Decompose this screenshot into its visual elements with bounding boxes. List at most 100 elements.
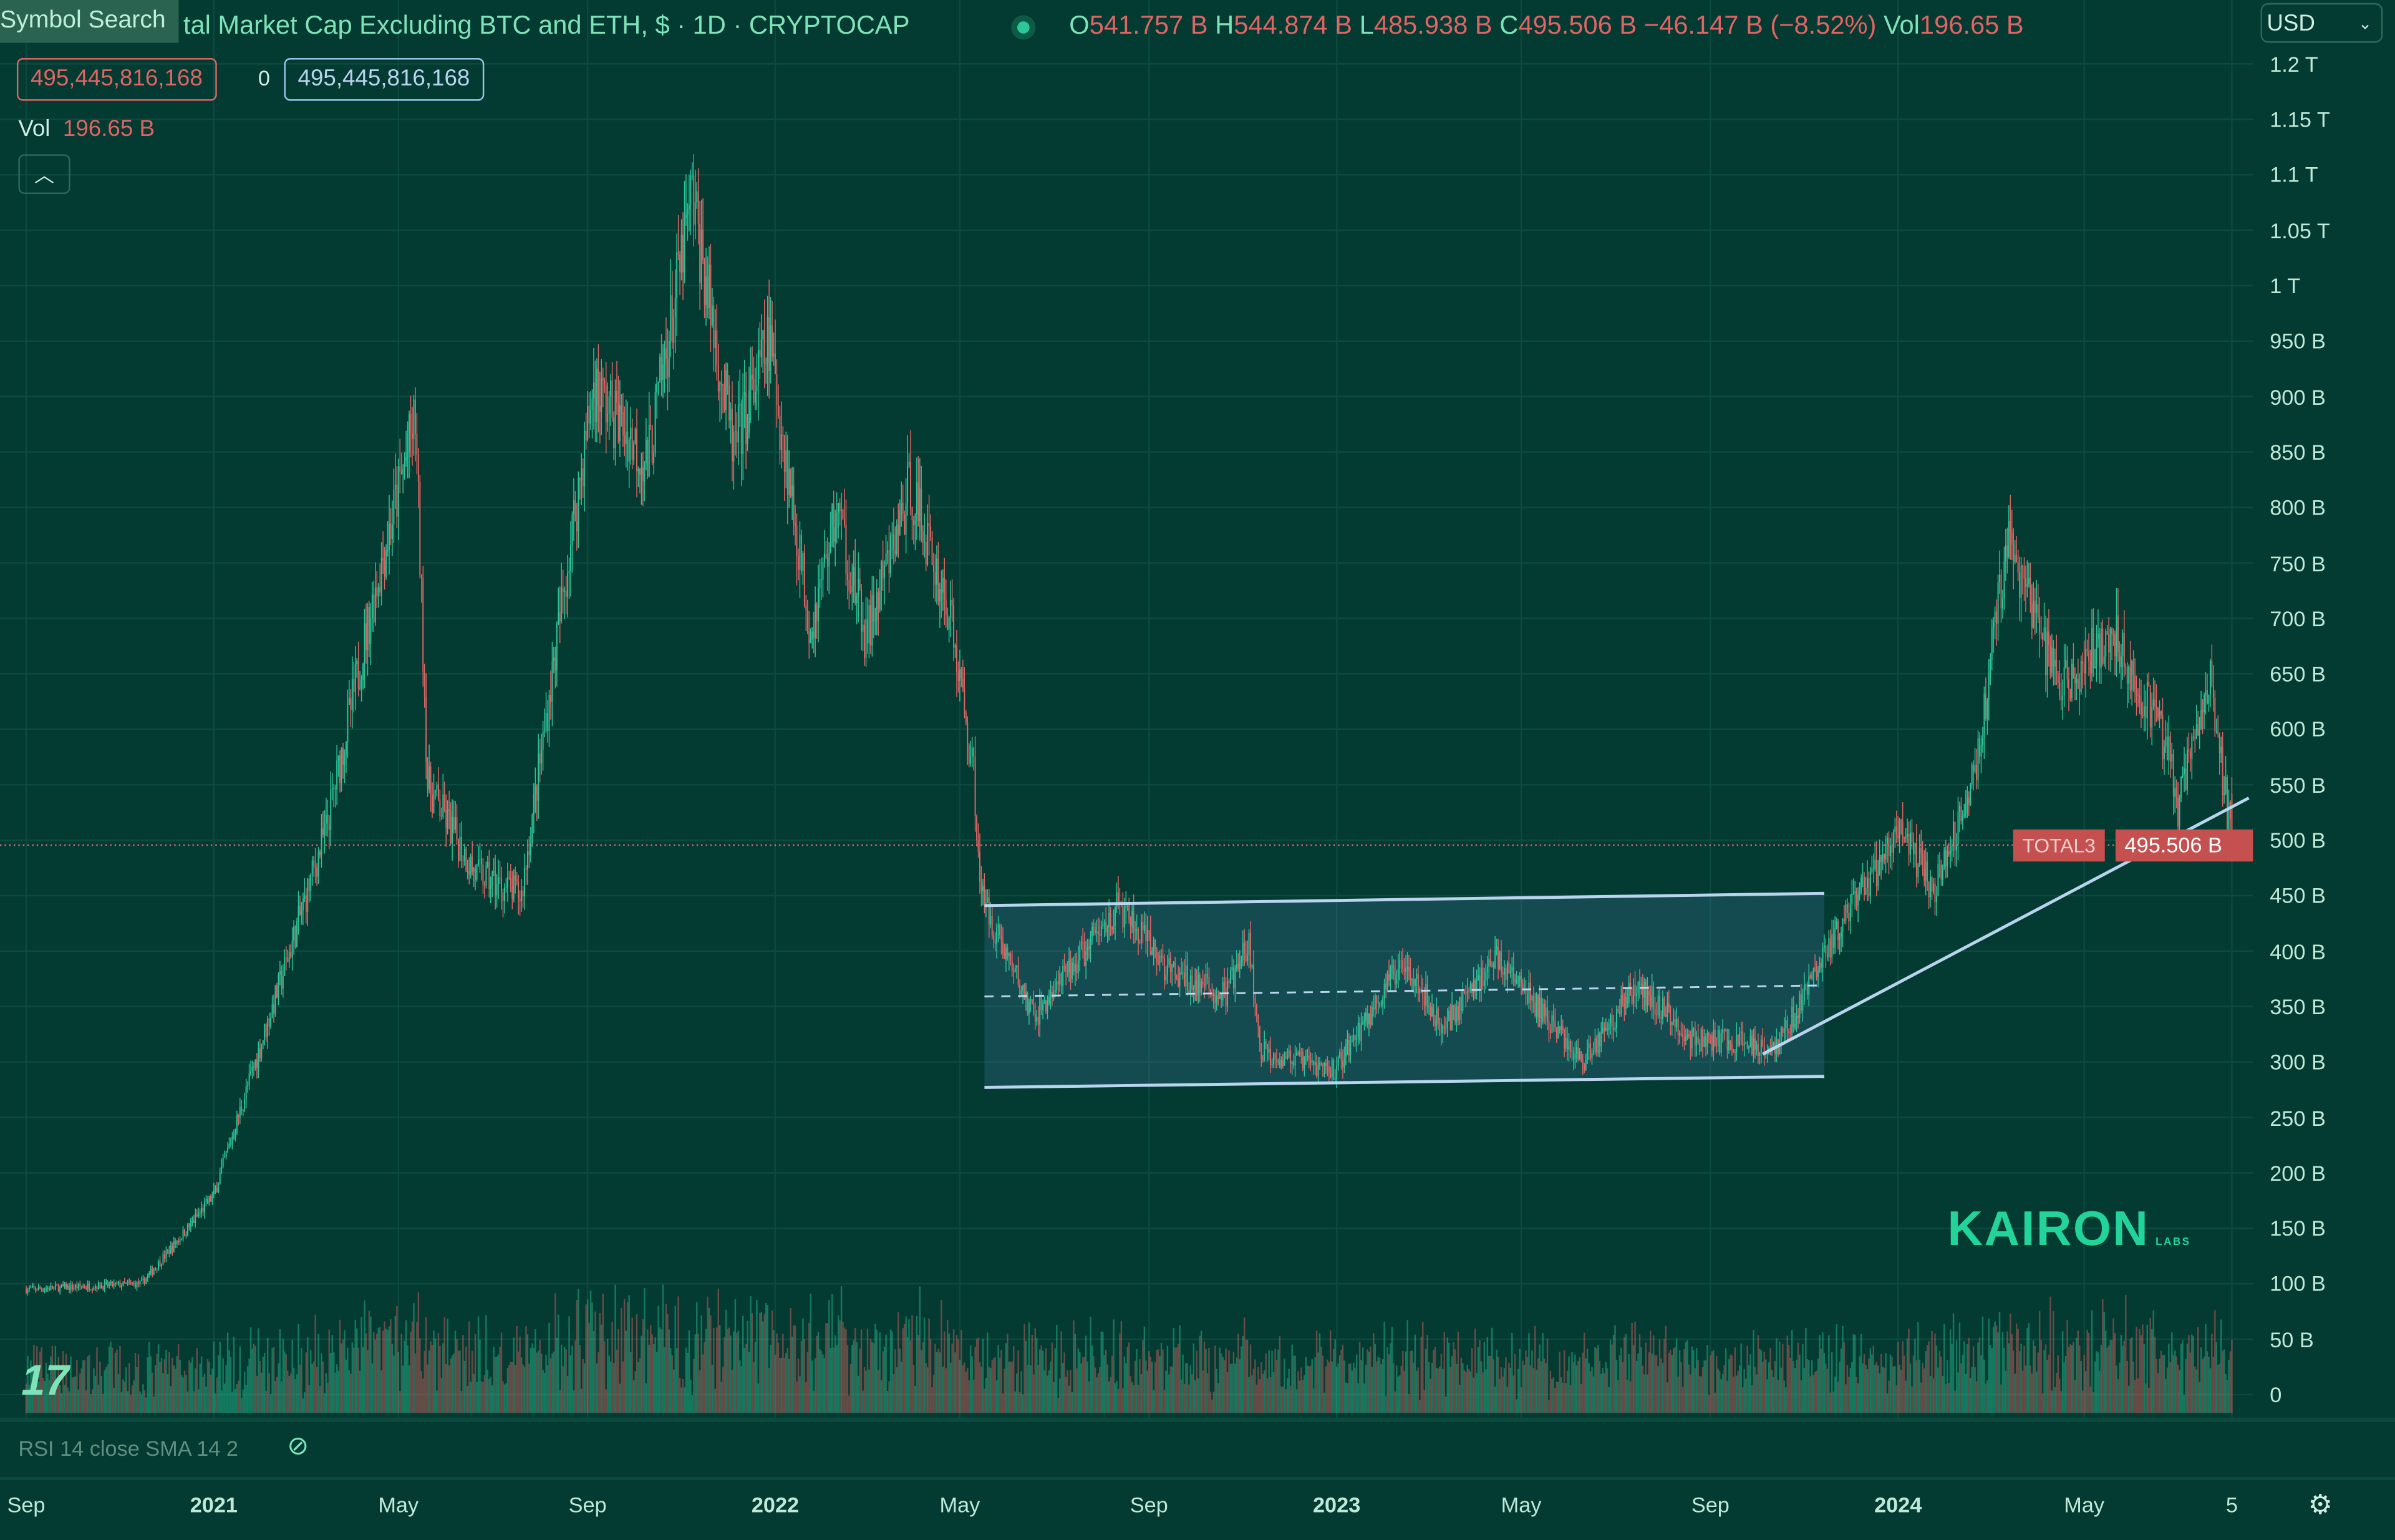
volume-bar bbox=[41, 1347, 42, 1413]
candle bbox=[1479, 975, 1481, 990]
volume-bar bbox=[2071, 1345, 2073, 1413]
volume-bar bbox=[1777, 1380, 1779, 1413]
volume-bar bbox=[1491, 1327, 1493, 1413]
candle bbox=[96, 1286, 98, 1289]
volume-bar bbox=[285, 1354, 287, 1413]
volume-bar bbox=[1509, 1367, 1512, 1413]
volume-bar bbox=[140, 1394, 143, 1413]
volume-bar bbox=[2046, 1360, 2048, 1413]
volume-bar bbox=[743, 1348, 745, 1413]
candle bbox=[399, 466, 401, 472]
volume-bar bbox=[265, 1390, 267, 1413]
candle bbox=[176, 1241, 178, 1244]
price-tick-label: 1.15 T bbox=[2270, 107, 2330, 132]
volume-bar bbox=[1445, 1396, 1447, 1413]
volume-bar bbox=[1586, 1349, 1589, 1413]
candle bbox=[1739, 1033, 1741, 1045]
volume-bar bbox=[656, 1352, 658, 1413]
volume-bar bbox=[1357, 1383, 1359, 1413]
volume-bar bbox=[2126, 1361, 2128, 1413]
volume-bar bbox=[359, 1370, 361, 1413]
volume-bar bbox=[1568, 1356, 1570, 1413]
volume-bar bbox=[1419, 1400, 1421, 1413]
candle bbox=[1902, 821, 1904, 838]
candle bbox=[1665, 1014, 1667, 1017]
volume-bar bbox=[494, 1357, 496, 1413]
symbol-search-button[interactable]: Symbol Search bbox=[0, 0, 178, 43]
volume-bar bbox=[336, 1364, 338, 1413]
volume-bar bbox=[134, 1353, 137, 1413]
candle bbox=[1923, 868, 1925, 881]
volume-bar bbox=[1574, 1354, 1576, 1413]
volume-bar bbox=[1299, 1380, 1301, 1413]
volume-bar bbox=[2084, 1371, 2087, 1413]
volume-bar bbox=[195, 1368, 196, 1413]
candle bbox=[1080, 941, 1082, 947]
low-label: L bbox=[1359, 11, 1374, 40]
volume-bar bbox=[353, 1347, 355, 1413]
eye-off-icon[interactable]: ⊘ bbox=[287, 1431, 309, 1461]
volume-bar bbox=[482, 1382, 484, 1413]
candle bbox=[394, 485, 396, 490]
volume-bar bbox=[1165, 1370, 1167, 1413]
volume-bar bbox=[535, 1329, 536, 1413]
volume-bar bbox=[545, 1355, 547, 1413]
market-status-icon[interactable] bbox=[1011, 15, 1036, 40]
candle bbox=[30, 1287, 32, 1289]
volume-bar bbox=[177, 1344, 180, 1413]
volume-bar bbox=[246, 1366, 249, 1413]
candle bbox=[916, 482, 917, 515]
candle bbox=[1308, 1055, 1310, 1059]
candle bbox=[1166, 965, 1168, 976]
candle bbox=[2030, 578, 2031, 604]
candle bbox=[1488, 959, 1490, 967]
volume-bar bbox=[2010, 1313, 2011, 1413]
volume-bar bbox=[1900, 1370, 1902, 1413]
candle bbox=[1251, 965, 1253, 968]
currency-select[interactable]: USD ⌄ bbox=[2260, 2, 2383, 43]
candle bbox=[859, 579, 861, 589]
volume-bar bbox=[704, 1342, 705, 1413]
candle bbox=[1915, 843, 1917, 878]
price-tick-label: 550 B bbox=[2270, 772, 2326, 797]
candle bbox=[1862, 877, 1864, 878]
candle bbox=[1869, 871, 1871, 897]
volume-bar bbox=[1454, 1349, 1456, 1413]
volume-bar bbox=[1342, 1344, 1344, 1413]
candle bbox=[1337, 1057, 1339, 1066]
collapse-legend-button[interactable]: ︿ bbox=[18, 154, 70, 195]
volume-bar bbox=[1721, 1373, 1724, 1413]
candle bbox=[313, 860, 315, 866]
volume-bar bbox=[34, 1382, 37, 1413]
volume-bar bbox=[1691, 1346, 1693, 1413]
tradingview-logo[interactable]: 17 bbox=[21, 1356, 69, 1404]
candle bbox=[1377, 1002, 1379, 1004]
candle bbox=[2142, 715, 2144, 717]
candle bbox=[2086, 649, 2088, 651]
volume-bar bbox=[2077, 1330, 2079, 1413]
candle bbox=[100, 1286, 102, 1289]
volume-bar bbox=[2200, 1347, 2202, 1413]
settings-icon[interactable]: ⚙ bbox=[2308, 1489, 2333, 1520]
candle bbox=[1417, 974, 1419, 994]
volume-bar bbox=[1739, 1365, 1741, 1413]
candle bbox=[1149, 931, 1151, 955]
volume-bar bbox=[1431, 1362, 1433, 1413]
candle bbox=[1158, 962, 1159, 964]
candle bbox=[1300, 1052, 1302, 1053]
pane-separator[interactable] bbox=[0, 1417, 2395, 1423]
candle bbox=[1106, 927, 1108, 932]
volume-bar bbox=[1037, 1365, 1039, 1413]
candle bbox=[1462, 990, 1464, 1011]
volume-bar bbox=[869, 1339, 872, 1413]
volume-bar bbox=[2117, 1378, 2119, 1413]
candle bbox=[1396, 979, 1398, 984]
candle bbox=[456, 817, 458, 840]
volume-bar bbox=[1883, 1367, 1885, 1413]
buy-button[interactable]: 495,445,816,168 bbox=[284, 58, 484, 101]
candle bbox=[1597, 1033, 1599, 1053]
sell-button[interactable]: 495,445,816,168 bbox=[16, 58, 216, 101]
candle bbox=[2077, 679, 2079, 689]
candle bbox=[898, 524, 899, 535]
